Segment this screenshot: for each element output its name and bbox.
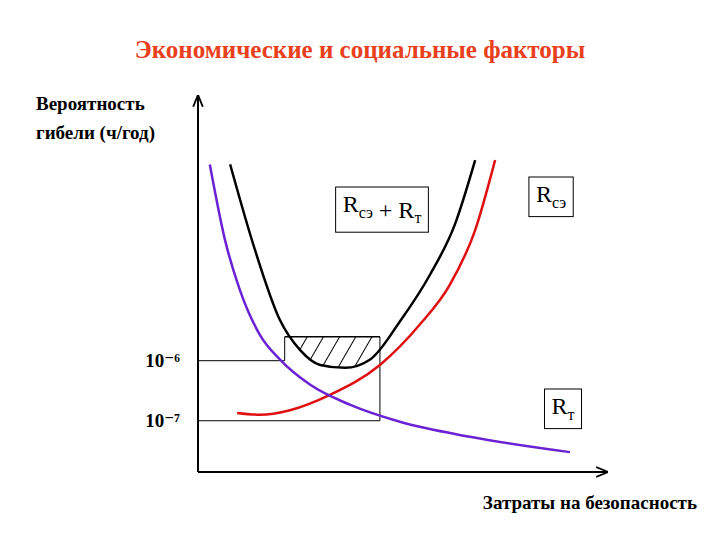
series-label-text: Rсэ [536,181,566,211]
hatched-region [285,337,380,472]
y-axis-label: Вероятностьгибели (ч/год) [36,93,155,144]
series-label-text: Rсэ + Rт [343,191,422,226]
guide-horizontal [198,360,285,361]
hatched-group [285,337,380,472]
curves [210,160,570,452]
y-axis-line [197,96,199,472]
series-line [230,160,475,368]
series-label-box [336,187,429,232]
y-tick-label: 10⁻⁷ [145,410,180,431]
chart: Экономические и социальные факторы Вероят… [0,0,720,540]
x-axis-label: Затраты на безопасность [483,492,697,513]
series-label-text: Rт [551,393,574,423]
series-label: Rсэ [529,177,573,217]
x-axis [198,472,607,473]
x-axis-line [198,471,607,473]
y-axis: 10⁻⁶ 10⁻⁷ [145,96,198,472]
series-line [237,160,495,415]
guide-horizontal [198,420,380,421]
hatched-top [285,336,380,338]
guide-vertical [284,337,285,361]
y-tick: 10⁻⁷ [145,410,198,431]
series-label: Rсэ + Rт [336,187,429,232]
series-label-box [544,389,581,429]
series-labels: Rсэ + Rт Rсэ Rт [336,177,582,429]
series-line [210,164,570,452]
y-tick: 10⁻⁶ [145,350,198,371]
y-tick-label: 10⁻⁶ [145,350,180,371]
series-label: Rт [544,389,581,429]
series-label-box [529,177,573,217]
title: Экономические и социальные факторы [135,36,586,63]
